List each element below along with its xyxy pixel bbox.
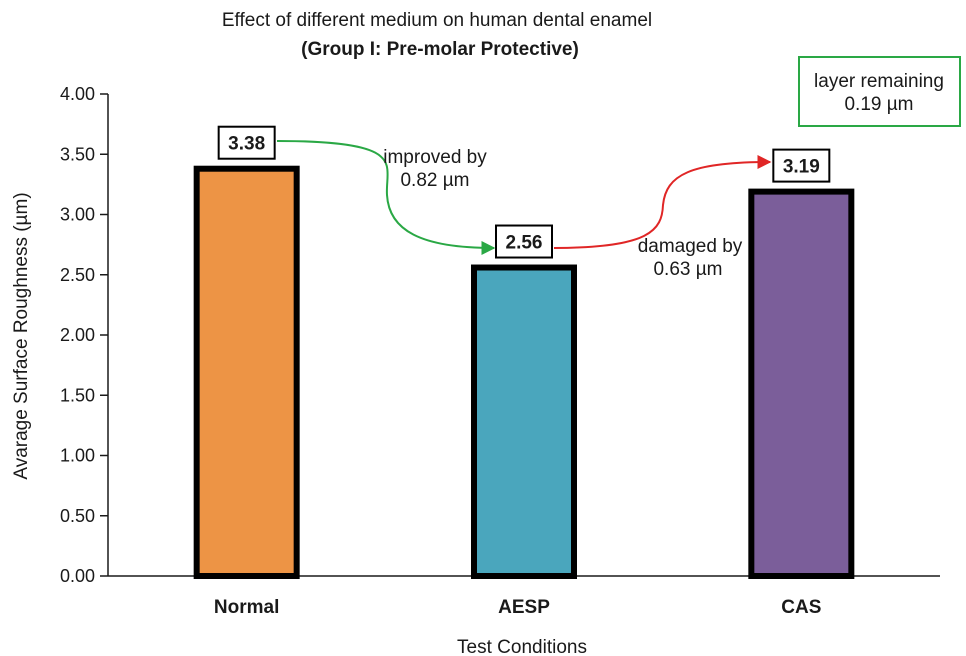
- improved-annotation-line1: improved by: [383, 147, 487, 168]
- y-tick-label: 3.50: [60, 144, 95, 164]
- bar-cas: [751, 192, 851, 576]
- remaining-annotation-line1: layer remaining: [814, 71, 944, 92]
- damaged-annotation-line2: 0.63 µm: [653, 259, 722, 280]
- bar-aesp: [474, 268, 574, 576]
- value-label: 3.38: [228, 134, 265, 155]
- y-tick-label: 2.50: [60, 265, 95, 285]
- y-tick-label: 1.00: [60, 446, 95, 466]
- x-tick-label: AESP: [498, 597, 550, 618]
- y-axis-label: Avarage Surface Roughness (µm): [11, 192, 32, 479]
- value-label: 3.19: [783, 157, 820, 178]
- y-tick-label: 4.00: [60, 84, 95, 104]
- y-tick-label: 2.00: [60, 325, 95, 345]
- chart-title: Effect of different medium on human dent…: [222, 10, 652, 31]
- improved-annotation-line2: 0.82 µm: [400, 170, 469, 191]
- remaining-annotation-line2: 0.19 µm: [844, 94, 913, 115]
- bar-normal: [197, 169, 297, 576]
- x-tick-label: CAS: [781, 597, 821, 618]
- value-label: 2.56: [506, 233, 543, 254]
- y-tick-label: 0.50: [60, 506, 95, 526]
- x-axis: Normal AESP CAS: [108, 576, 940, 618]
- y-axis: 0.00 0.50 1.00 1.50 2.00 2.50 3.00 3.50 4.00: [60, 84, 108, 586]
- damaged-annotation-line1: damaged by: [638, 236, 743, 257]
- y-tick-label: 3.00: [60, 205, 95, 225]
- chart-subtitle: (Group I: Pre-molar Protective): [301, 39, 579, 60]
- x-tick-label: Normal: [214, 597, 279, 618]
- x-axis-label: Test Conditions: [457, 637, 587, 656]
- y-tick-label: 0.00: [60, 566, 95, 586]
- y-tick-label: 1.50: [60, 385, 95, 405]
